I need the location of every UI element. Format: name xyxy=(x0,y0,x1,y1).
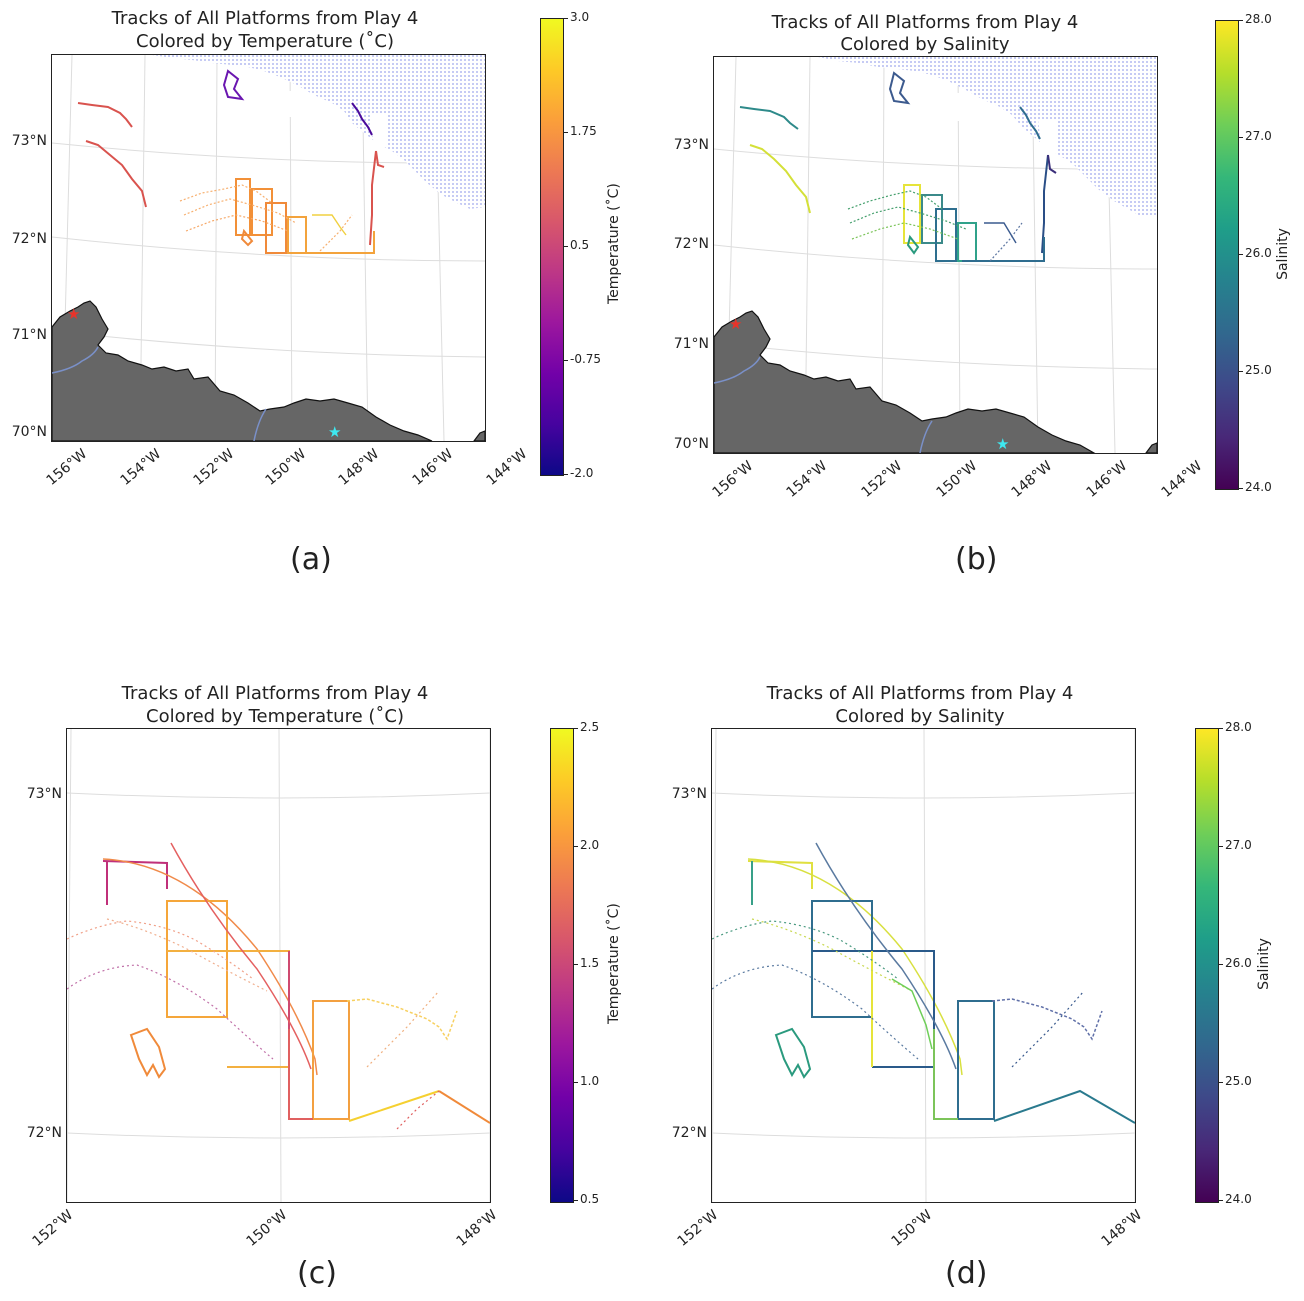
panel-b-lon-label-152: 152°W xyxy=(858,458,906,501)
panel-c-lon-label-152: 152°W xyxy=(29,1207,77,1250)
panel-c-lat-label-72: 72°N xyxy=(26,1125,62,1141)
panel-b-lat-label-71: 71°N xyxy=(673,336,709,352)
panel-c-cbar-tick-2: 2.0 xyxy=(580,838,600,852)
panel-d-caption: (d) xyxy=(945,1256,988,1291)
panel-d-cbar-tick-2: 27.0 xyxy=(1225,838,1252,852)
panel-d-lon-label-150: 150°W xyxy=(888,1207,936,1250)
panel-a-cbar-tick-1: 3.0 xyxy=(570,10,590,24)
panel-b-cbar-tick-1: 28.0 xyxy=(1245,12,1272,26)
panel-d-lat-label-72: 72°N xyxy=(671,1125,707,1141)
panel-b-land xyxy=(714,310,1096,453)
panel-c-lon-label-150: 150°W xyxy=(243,1207,291,1250)
panel-d-cbar-tick-5: 24.0 xyxy=(1225,1192,1252,1206)
panel-a-land xyxy=(52,300,433,441)
panel-a-lon-label-146: 146°W xyxy=(409,446,457,489)
panel-d-map xyxy=(711,728,1136,1203)
panel-a-cbar-tick-3: 0.5 xyxy=(570,238,590,252)
panel-d-cbar-tick-4: 25.0 xyxy=(1225,1074,1252,1088)
panel-a-lat-label-70: 70°N xyxy=(11,424,47,440)
panel-a-cbar-tick-5: -2.0 xyxy=(570,466,594,480)
panel-d-lon-label-148: 148°W xyxy=(1098,1207,1146,1250)
panel-d-title-line1: Tracks of All Platforms from Play 4 xyxy=(766,683,1074,704)
panel-c-cbar-tick-1: 2.5 xyxy=(580,720,600,734)
panel-a-lon-label-154: 154°W xyxy=(117,446,165,489)
panel-b-cyan-star-marker: ★ xyxy=(996,435,1009,453)
panel-b-cbar-label: Salinity xyxy=(1275,228,1291,280)
panel-b-cbar-tick-2: 27.0 xyxy=(1245,129,1272,143)
panel-d-colorbar xyxy=(1195,728,1219,1203)
panel-a-red-star-marker: ★ xyxy=(67,305,80,323)
panel-b-title-line2: Colored by Salinity xyxy=(840,34,1010,55)
panel-b-lon-label-146: 146°W xyxy=(1083,458,1131,501)
panel-b-red-star-marker: ★ xyxy=(729,315,742,333)
panel-b-cbar-tick-3: 26.0 xyxy=(1245,246,1272,260)
panel-b-river xyxy=(714,356,761,384)
panel-a-map: ★ ★ xyxy=(51,54,486,442)
panel-c-title-line2: Colored by Temperature (˚C) xyxy=(146,706,404,727)
panel-b-lat-label-73: 73°N xyxy=(673,137,709,153)
panel-a-title-line2: Colored by Temperature (˚C) xyxy=(136,31,394,52)
panel-c-tracks xyxy=(67,842,490,1130)
panel-c-cbar-tick-4: 1.0 xyxy=(580,1074,600,1088)
panel-b-sea-ice xyxy=(818,57,1157,217)
panel-a-cbar-label: Temperature (˚C) xyxy=(606,183,622,304)
panel-d-graticule xyxy=(712,729,1135,1202)
panel-a-colorbar xyxy=(540,18,564,476)
panel-c-colorbar xyxy=(550,728,574,1203)
panel-b-lon-label-154: 154°W xyxy=(783,458,831,501)
panel-a-river xyxy=(52,346,99,374)
panel-b-colorbar xyxy=(1215,20,1239,490)
panel-a-lon-label-152: 152°W xyxy=(190,446,238,489)
panel-a-cbar-tick-4: -0.75 xyxy=(570,352,602,366)
panel-c-graticule xyxy=(67,729,490,1202)
panel-c-cbar-tick-3: 1.5 xyxy=(580,956,600,970)
panel-c-caption: (c) xyxy=(297,1256,337,1291)
panel-d-cbar-label: Salinity xyxy=(1256,938,1272,990)
panel-a-lon-label-150: 150°W xyxy=(262,446,310,489)
panel-d-cbar-tick-1: 28.0 xyxy=(1225,720,1252,734)
panel-b-caption: (b) xyxy=(955,542,998,577)
panel-a-lat-label-71: 71°N xyxy=(11,327,47,343)
panel-c-lon-label-148: 148°W xyxy=(453,1207,501,1250)
panel-b-map: ★ ★ xyxy=(713,56,1158,454)
panel-a-cbar-tick-2: 1.75 xyxy=(570,124,597,138)
panel-b-lat-label-72: 72°N xyxy=(673,236,709,252)
panel-b-lon-label-156: 156°W xyxy=(709,458,757,501)
panel-d-lon-label-152: 152°W xyxy=(674,1207,722,1250)
panel-a-lat-label-72: 72°N xyxy=(11,231,47,247)
panel-c-lat-label-73: 73°N xyxy=(26,786,62,802)
panel-b-lat-label-70: 70°N xyxy=(673,436,709,452)
panel-a-lon-label-144: 144°W xyxy=(483,446,531,489)
panel-a-sea-ice xyxy=(152,55,485,209)
panel-b-cbar-tick-4: 25.0 xyxy=(1245,363,1272,377)
panel-b-title-line1: Tracks of All Platforms from Play 4 xyxy=(771,12,1079,33)
panel-a-caption: (a) xyxy=(290,542,332,577)
panel-b-lon-label-144: 144°W xyxy=(1158,458,1206,501)
panel-b-lon-label-150: 150°W xyxy=(933,458,981,501)
panel-a-lat-label-73: 73°N xyxy=(11,133,47,149)
panel-d-tracks xyxy=(712,842,1135,1124)
panel-a-tracks xyxy=(77,69,385,254)
panel-a-lon-label-156: 156°W xyxy=(43,446,91,489)
panel-c-cbar-tick-5: 0.5 xyxy=(580,1192,600,1206)
panel-d-cbar-tick-3: 26.0 xyxy=(1225,956,1252,970)
panel-a-lon-label-148: 148°W xyxy=(335,446,383,489)
panel-c-cbar-label: Temperature (˚C) xyxy=(606,903,622,1024)
panel-b-lon-label-148: 148°W xyxy=(1008,458,1056,501)
panel-b-cbar-tick-5: 24.0 xyxy=(1245,480,1272,494)
panel-a-title-line1: Tracks of All Platforms from Play 4 xyxy=(111,8,419,29)
panel-d-title-line2: Colored by Salinity xyxy=(835,706,1005,727)
panel-c-map xyxy=(66,728,491,1203)
panel-d-lat-label-73: 73°N xyxy=(671,786,707,802)
panel-a-cyan-star-marker: ★ xyxy=(328,423,341,441)
panel-c-title-line1: Tracks of All Platforms from Play 4 xyxy=(121,683,429,704)
panel-b-tracks xyxy=(739,71,1057,262)
